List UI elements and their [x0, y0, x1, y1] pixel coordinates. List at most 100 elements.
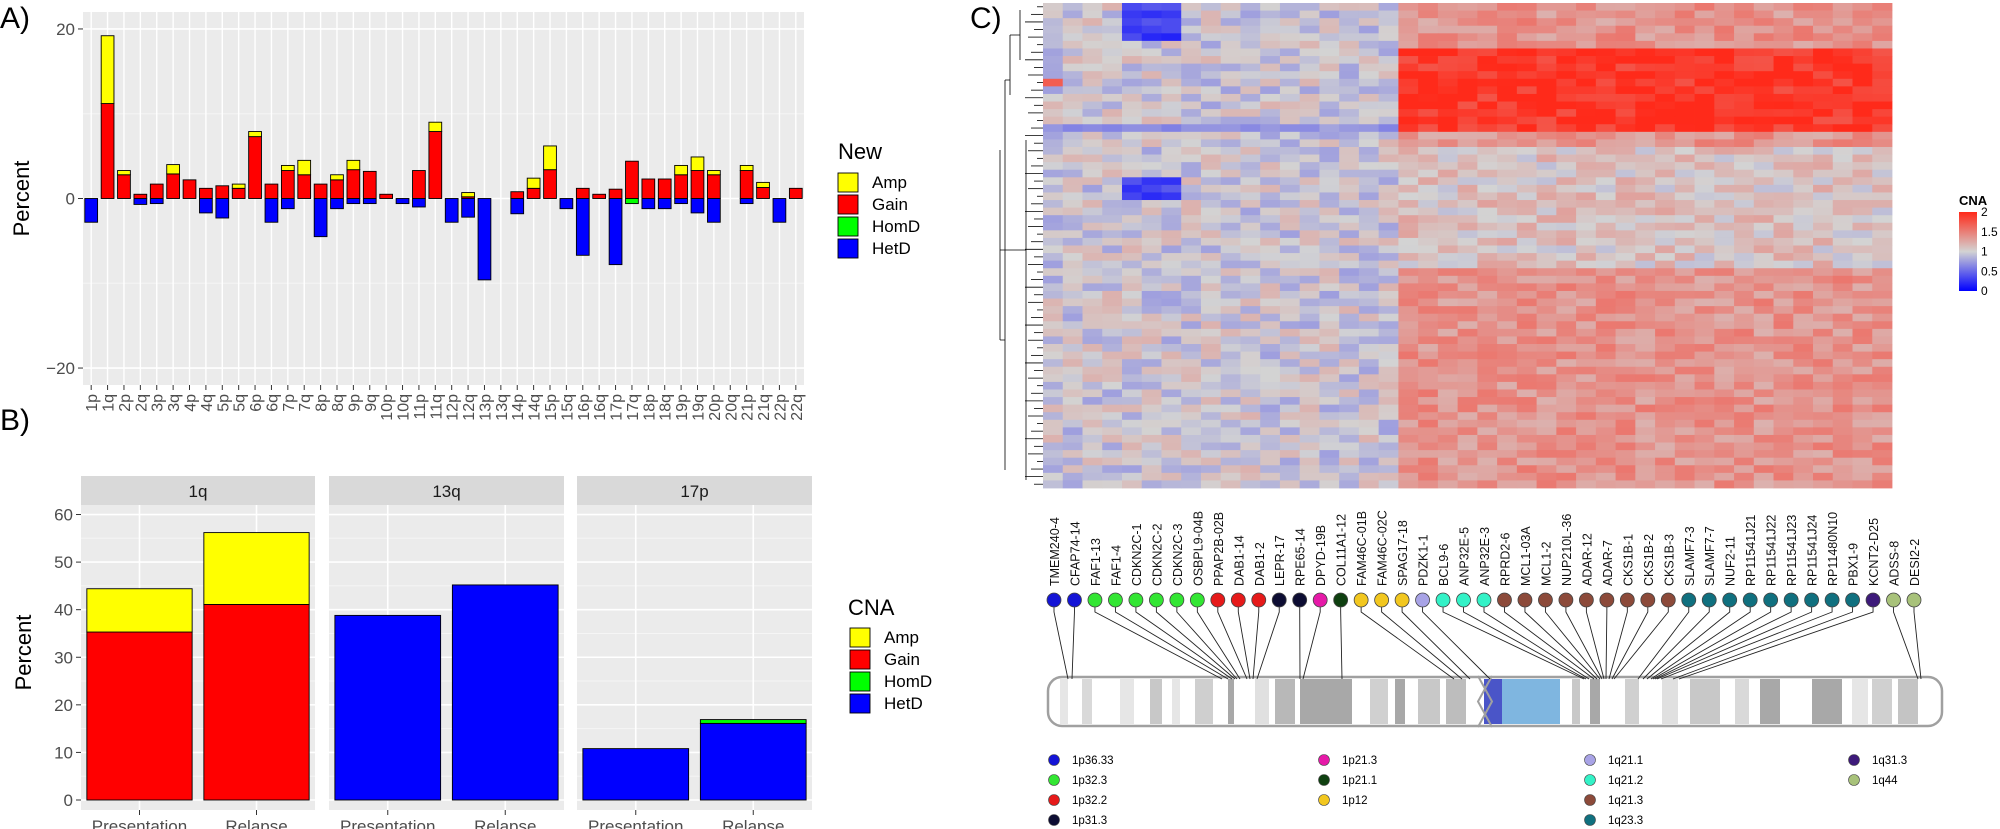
heatmap-cell [1260, 215, 1281, 224]
dendrogram-branches [999, 10, 1027, 480]
heatmap-cell [1556, 192, 1577, 201]
heatmap-cell [1260, 427, 1281, 436]
heatmap-cell [1753, 184, 1774, 193]
heatmap-cell [1043, 71, 1064, 80]
heatmap-cell [1635, 419, 1656, 428]
heatmap-cell [1418, 465, 1439, 474]
heatmap-cell [1852, 86, 1873, 95]
heatmap-cell [1319, 18, 1340, 27]
panel-a-legend-label: Gain [872, 195, 908, 214]
probe-dot [1517, 592, 1533, 608]
heatmap-cell [1102, 131, 1123, 140]
heatmap-cell [1635, 207, 1656, 216]
heatmap-cell [1753, 321, 1774, 330]
panel-a-xtick-label: 6q [264, 394, 281, 412]
heatmap-cell [1813, 480, 1834, 489]
heatmap-cell [1299, 404, 1320, 413]
heatmap-cell [1536, 131, 1557, 140]
heatmap-cell [1832, 124, 1853, 133]
heatmap-cell [1378, 33, 1399, 42]
heatmap-cell [1734, 169, 1755, 178]
heatmap-cell [1102, 427, 1123, 436]
heatmap-cell [1102, 93, 1123, 102]
heatmap-cell [1793, 184, 1814, 193]
heatmap-cell [1102, 328, 1123, 337]
heatmap-cell [1141, 230, 1162, 239]
heatmap-cell [1240, 146, 1261, 155]
heatmap-cell [1339, 374, 1360, 383]
heatmap-cell [1240, 207, 1261, 216]
heatmap-cell [1043, 336, 1064, 345]
heatmap-cell [1161, 192, 1182, 201]
heatmap-cell [1872, 253, 1893, 262]
bar-gain-4p [182, 179, 197, 199]
heatmap-cell [1299, 207, 1320, 216]
panel-b-xtick-label: Presentation [340, 817, 435, 829]
heatmap-cell [1813, 139, 1834, 148]
heatmap-cell [1497, 328, 1518, 337]
heatmap-cell [1753, 48, 1774, 57]
heatmap-cell [1674, 63, 1695, 72]
bar-hetd-18q [657, 198, 672, 210]
heatmap-cell [1398, 450, 1419, 459]
panel-a-xtick-label: 19p [674, 394, 691, 421]
heatmap-cell [1832, 40, 1853, 49]
heatmap-cell [1655, 177, 1676, 186]
heatmap-cell [1477, 162, 1498, 171]
bar-gain-1q [100, 103, 115, 199]
heatmap-cell [1655, 237, 1676, 246]
heatmap-cell [1655, 457, 1676, 466]
heatmap-cell [1753, 139, 1774, 148]
heatmap-cell [1536, 40, 1557, 49]
heatmap-cell [1062, 230, 1083, 239]
heatmap-cell [1872, 3, 1893, 11]
heatmap-cell [1378, 162, 1399, 171]
heatmap-cell [1398, 389, 1419, 398]
heatmap-cell [1576, 374, 1597, 383]
heatmap-cell [1240, 139, 1261, 148]
heatmap-cell [1319, 230, 1340, 239]
heatmap-cell [1635, 86, 1656, 95]
heatmap-cell [1753, 18, 1774, 27]
heatmap-cell [1753, 207, 1774, 216]
heatmap-cell [1299, 290, 1320, 299]
heatmap-cell [1674, 139, 1695, 148]
heatmap-cell [1635, 3, 1656, 11]
heatmap-cell [1062, 40, 1083, 49]
heatmap-cell [1793, 275, 1814, 284]
heatmap-cell [1200, 78, 1222, 87]
heatmap-cell [1536, 381, 1557, 390]
heatmap-cell [1181, 40, 1202, 49]
heatmap-cell [1279, 237, 1301, 246]
heatmap-cell [1339, 207, 1360, 216]
heatmap-cell [1319, 450, 1340, 459]
probe-dot [1169, 592, 1185, 608]
heatmap-cell [1694, 472, 1715, 481]
heatmap-cell [1339, 253, 1360, 262]
heatmap-cell [1418, 427, 1439, 436]
heatmap-cell [1418, 480, 1439, 489]
heatmap-cell [1437, 200, 1459, 209]
panel-b-legend-key-amp [849, 627, 871, 648]
heatmap-cell [1714, 63, 1735, 72]
heatmap-cell [1615, 245, 1636, 254]
heatmap-cell [1635, 56, 1656, 65]
panel-b-xtick-label: Presentation [92, 817, 187, 829]
probe-label: MCL1-2 [1539, 541, 1553, 586]
heatmap-cell [1635, 124, 1656, 133]
heatmap-cell [1358, 412, 1380, 421]
heatmap-cell [1121, 328, 1143, 337]
bar-gain-18p [641, 178, 656, 199]
heatmap-cell [1852, 40, 1873, 49]
heatmap-cell [1181, 116, 1202, 125]
heatmap-cell [1043, 86, 1064, 95]
heatmap-cell [1832, 260, 1853, 269]
heatmap-cell [1694, 404, 1715, 413]
heatmap-cell [1832, 268, 1853, 277]
heatmap-cell [1121, 63, 1143, 72]
probe-connector [1340, 607, 1343, 680]
heatmap-row [1043, 146, 1893, 155]
heatmap-cell [1615, 419, 1636, 428]
heatmap-cell [1832, 389, 1853, 398]
heatmap-cell [1378, 450, 1399, 459]
